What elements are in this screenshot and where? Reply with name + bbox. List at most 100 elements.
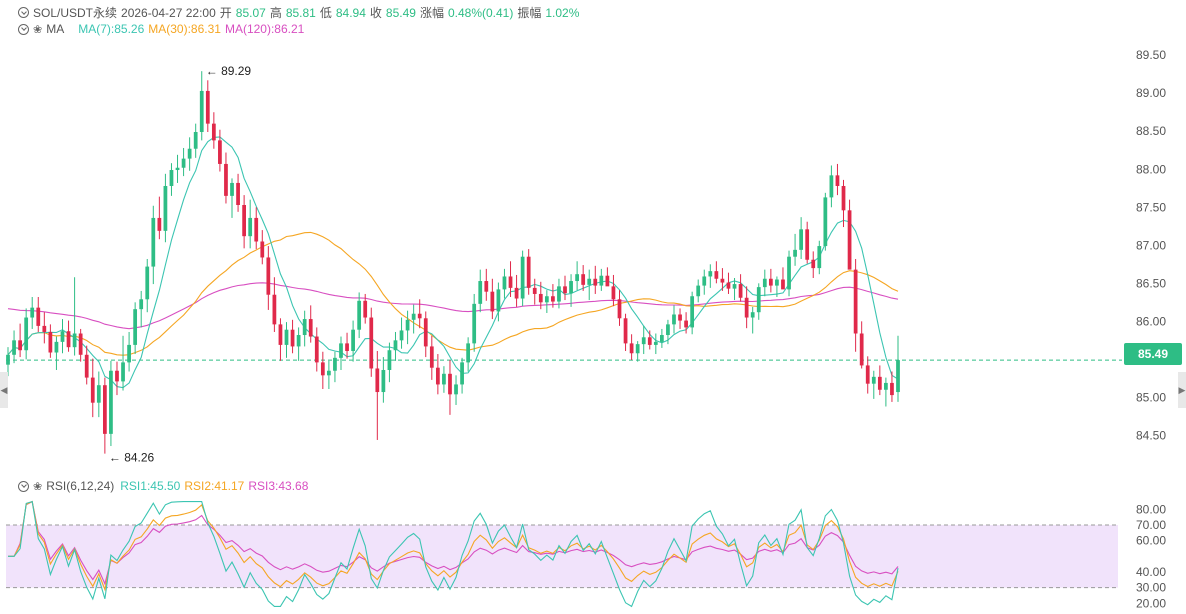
bell-icon[interactable]: ❀ xyxy=(33,23,43,36)
candle-body xyxy=(242,204,246,237)
candle-body xyxy=(18,340,22,351)
candle-body xyxy=(163,185,168,231)
symbol-name[interactable]: SOL/USDT永续 xyxy=(33,6,118,20)
candle-body xyxy=(375,368,380,393)
candle-body xyxy=(109,370,113,434)
close-value: 85.49 xyxy=(385,5,416,20)
candle-body xyxy=(829,175,834,198)
ma-indicator-name[interactable]: MA xyxy=(46,22,65,36)
rsi-indicator-name[interactable]: RSI(6,12,24) xyxy=(46,479,115,493)
candle-body xyxy=(175,167,180,171)
open-value: 85.07 xyxy=(235,5,266,20)
candle-body xyxy=(36,307,41,326)
rsi-axis-label: 30.00 xyxy=(1136,581,1166,595)
candle-body xyxy=(442,373,446,385)
candle-body xyxy=(823,197,828,247)
candle-body xyxy=(224,163,228,196)
candle-body xyxy=(672,314,676,325)
price-axis-label: 89.00 xyxy=(1136,86,1166,100)
candle-body xyxy=(569,281,573,294)
candle-body xyxy=(102,385,107,434)
ma-legend: ❀ MA MA(7):85.26 MA(30):86.31 MA(120):86… xyxy=(18,22,308,36)
candle-body xyxy=(660,335,664,342)
candle-body xyxy=(599,275,604,286)
candle-body xyxy=(399,330,404,341)
candle-body xyxy=(302,319,307,336)
candle-body xyxy=(405,319,410,331)
candle-body xyxy=(581,274,586,285)
open-label: 开 xyxy=(219,6,232,20)
rsi-collapse-icon[interactable] xyxy=(18,480,29,492)
candle-body xyxy=(448,373,452,395)
candle-body xyxy=(684,320,688,328)
candle-body xyxy=(605,275,610,287)
candle-body xyxy=(551,296,555,302)
candle-body xyxy=(690,296,695,328)
candle-body xyxy=(181,158,186,168)
ma7-line xyxy=(7,136,899,389)
low-value: 84.94 xyxy=(335,5,366,20)
candle-body xyxy=(327,370,331,376)
candle-body xyxy=(42,325,47,332)
price-axis-label: 87.50 xyxy=(1136,200,1166,214)
candle-body xyxy=(12,340,16,355)
amplitude-value: 1.02% xyxy=(545,5,580,20)
rsi3-value: RSI3:43.68 xyxy=(248,479,309,493)
candle-body xyxy=(345,343,349,351)
candle-body xyxy=(756,287,761,313)
candle-body xyxy=(121,362,125,382)
candle-body xyxy=(284,329,289,345)
rsi1-value: RSI1:45.50 xyxy=(120,479,181,493)
price-axis-label: 85.00 xyxy=(1136,390,1166,404)
candle-body xyxy=(502,276,507,290)
candle-body xyxy=(720,278,725,283)
candle-body xyxy=(526,256,531,288)
ohlc-header: SOL/USDT永续 2026-04-27 22:00 开 85.07 高 85… xyxy=(18,4,583,21)
candle-body xyxy=(647,337,652,345)
price-axis-label: 88.00 xyxy=(1136,162,1166,176)
candle-body xyxy=(454,384,458,395)
candle-body xyxy=(211,123,216,141)
candle-body xyxy=(314,336,319,363)
candle-body xyxy=(781,279,785,290)
candle-body xyxy=(805,229,810,260)
candle-body xyxy=(218,140,222,164)
candle-body xyxy=(387,350,392,370)
candle-body xyxy=(611,286,616,300)
candle-body xyxy=(896,360,900,393)
candle-body xyxy=(72,333,77,348)
candle-body xyxy=(24,317,29,351)
scroll-left-arrow-icon[interactable]: ◀ xyxy=(0,372,8,408)
candle-body xyxy=(532,287,537,294)
candle-body xyxy=(708,271,713,277)
current-price-tag: 85.49 xyxy=(1124,343,1182,365)
candle-body xyxy=(853,269,858,334)
candle-body xyxy=(339,343,343,358)
candle-body xyxy=(514,287,519,299)
high-value: 85.81 xyxy=(285,5,316,20)
candle-body xyxy=(775,279,779,286)
collapse-toggle-icon[interactable] xyxy=(18,7,29,18)
candle-body xyxy=(193,132,198,149)
candle-body xyxy=(115,370,119,382)
candle-body xyxy=(151,217,156,267)
candle-body xyxy=(538,293,543,303)
scroll-right-arrow-icon[interactable]: ▶ xyxy=(1178,372,1186,408)
candle-body xyxy=(768,278,773,286)
candle-body xyxy=(641,337,646,345)
change-value: 0.48%(0.41) xyxy=(447,5,514,20)
candle-body xyxy=(508,276,513,288)
candle-body xyxy=(702,276,707,286)
ma-collapse-icon[interactable] xyxy=(18,23,29,35)
candle-body xyxy=(30,307,35,318)
price-axis-label: 87.00 xyxy=(1136,238,1166,252)
candle-body xyxy=(478,281,483,304)
candle-body xyxy=(617,299,622,319)
candle-body xyxy=(133,309,138,345)
rsi-axis-label: 60.00 xyxy=(1136,534,1166,548)
candle-body xyxy=(417,313,422,319)
rsi-bell-icon[interactable]: ❀ xyxy=(33,480,43,493)
candle-body xyxy=(811,259,816,269)
